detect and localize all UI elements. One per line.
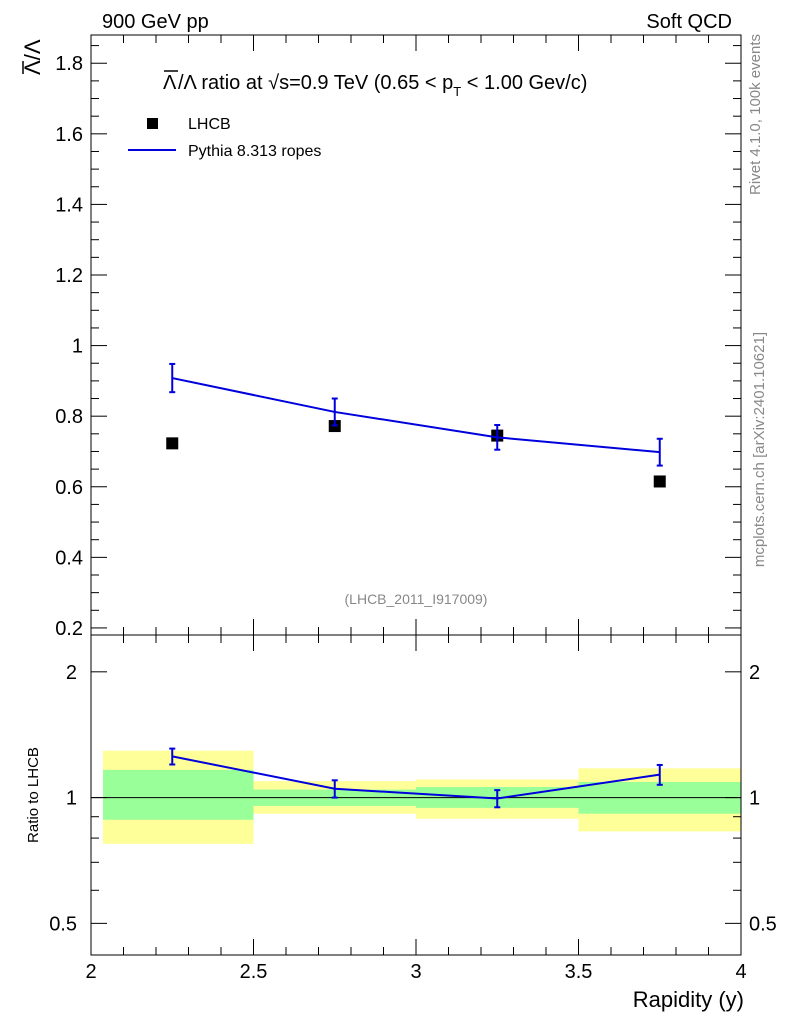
title-text: /Λ ratio at √s=0.9 TeV (0.65 < pT < 1.00… bbox=[178, 72, 587, 99]
x-axis-title: Rapidity (y) bbox=[633, 987, 744, 1012]
x-tick-label: 3.5 bbox=[565, 961, 593, 983]
legend: LHCB Pythia 8.313 ropes bbox=[128, 116, 321, 160]
ratio-ticks bbox=[90, 635, 742, 955]
x-tick-labels: 2 2.5 3 3.5 4 bbox=[85, 961, 746, 983]
main-plot-panel: 0.2 0.4 0.6 0.8 1 1.2 1.4 1.6 1.8 Λ/Λ Λ /Λ ratio… bbox=[20, 34, 742, 640]
ylabel-lambda-bar: Λ bbox=[20, 60, 45, 75]
process-label: Soft QCD bbox=[646, 11, 732, 33]
ratio-y-tick-label-right: 0.5 bbox=[749, 913, 777, 935]
main-y-tick-label: 1.6 bbox=[55, 124, 83, 146]
ratio-y-tick-label-right: 1 bbox=[749, 788, 760, 810]
x-tick-label: 2.5 bbox=[240, 961, 268, 983]
main-y-tick-label: 1.8 bbox=[55, 53, 83, 75]
main-y-axis-title: Λ/Λ bbox=[20, 39, 45, 75]
rivet-info: Rivet 4.1.0, 100k events bbox=[747, 34, 764, 195]
main-ticks bbox=[90, 35, 742, 635]
legend-pythia-label: Pythia 8.313 ropes bbox=[188, 143, 321, 160]
main-data bbox=[166, 362, 666, 488]
legend-lhcb-marker bbox=[147, 118, 158, 129]
ratio-y-tick-label-left: 1 bbox=[66, 788, 77, 810]
ylabel-rest: /Λ bbox=[20, 39, 45, 60]
main-y-tick-label: 1 bbox=[72, 336, 83, 358]
ratio-pythia-line bbox=[172, 755, 660, 800]
main-y-tick-label: 0.2 bbox=[55, 618, 83, 640]
analysis-label: (LHCB_2011_I917009) bbox=[345, 591, 488, 607]
main-y-tick-label: 1.4 bbox=[55, 194, 83, 216]
svg-text:Λ/Λ: Λ/Λ bbox=[20, 39, 45, 75]
ratio-y-axis-title: Ratio to LHCB bbox=[25, 747, 42, 843]
ratio-y-tick-label-right: 2 bbox=[749, 662, 760, 684]
ratio-y-tick-labels: 0.5 0.5 1 1 2 2 bbox=[49, 662, 777, 936]
legend-lhcb-label: LHCB bbox=[188, 116, 231, 133]
ratio-plot-panel: 0.5 0.5 1 1 2 2 2 2.5 3 3.5 4 Ratio to LHCB Rapid… bbox=[25, 634, 777, 1012]
ratio-y-tick-label-left: 0.5 bbox=[49, 913, 77, 935]
lhcb-data-point bbox=[653, 475, 666, 488]
main-title: Λ /Λ ratio at √s=0.9 TeV (0.65 < pT < 1.… bbox=[163, 70, 587, 99]
title-lambda-bar: Λ bbox=[163, 72, 177, 94]
lhcb-data-point bbox=[166, 437, 179, 450]
ratio-green-band bbox=[103, 769, 254, 820]
collision-label: 900 GeV pp bbox=[102, 11, 209, 33]
main-y-tick-labels: 0.2 0.4 0.6 0.8 1 1.2 1.4 1.6 1.8 bbox=[55, 53, 83, 640]
x-tick-label: 2 bbox=[85, 961, 96, 983]
x-tick-label: 4 bbox=[735, 961, 746, 983]
ratio-data bbox=[169, 747, 663, 809]
ratio-y-tick-label-left: 2 bbox=[66, 662, 77, 684]
x-tick-label: 3 bbox=[410, 961, 421, 983]
main-y-tick-label: 0.8 bbox=[55, 406, 83, 428]
mcplots-info: mcplots.cern.ch [arXiv:2401.10621] bbox=[751, 332, 768, 567]
main-y-tick-label: 0.6 bbox=[55, 477, 83, 499]
main-y-tick-label: 0.4 bbox=[55, 547, 83, 569]
main-y-tick-label: 1.2 bbox=[55, 265, 83, 287]
pythia-line bbox=[172, 377, 660, 454]
